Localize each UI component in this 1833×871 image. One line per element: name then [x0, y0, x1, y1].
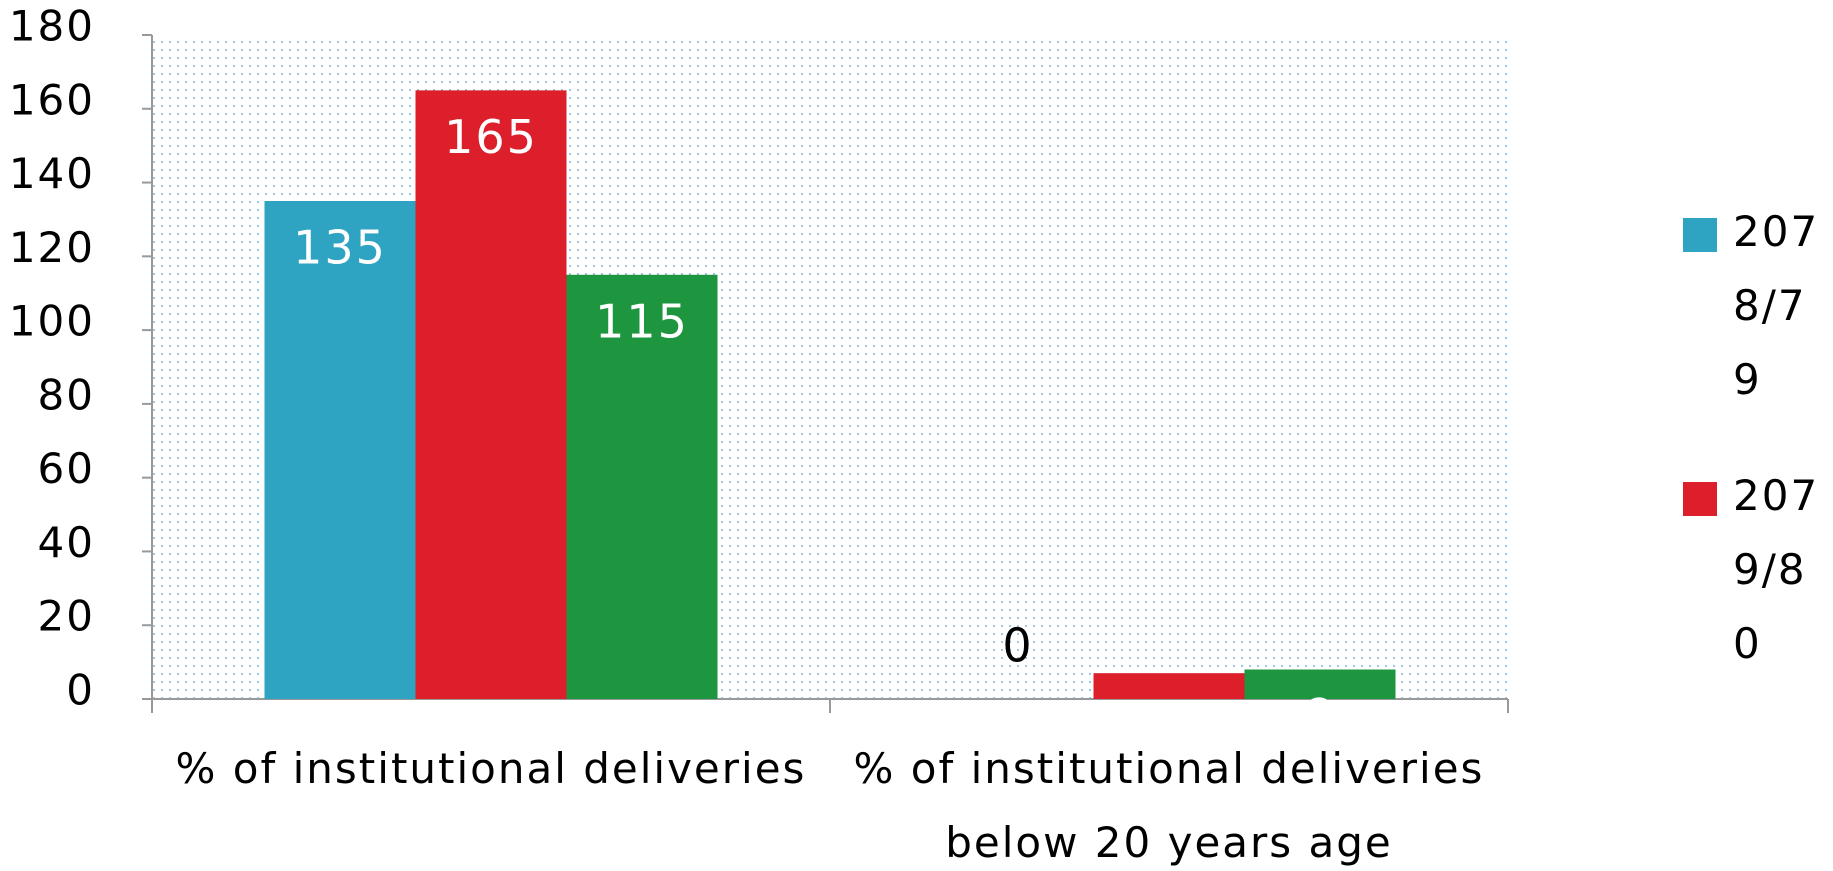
- bar: [1093, 673, 1245, 699]
- legend-label-line: 207: [1733, 207, 1819, 256]
- legend-label-line: 9/8: [1733, 545, 1807, 594]
- data-label: 8: [1304, 689, 1335, 743]
- data-label: 0: [1002, 619, 1033, 673]
- x-tick-label-line: % of institutional deliveries: [854, 744, 1485, 793]
- x-tick-label: % of institutional deliveries: [176, 744, 807, 793]
- data-label: 7: [1153, 693, 1184, 747]
- legend-label-line: 207: [1733, 471, 1819, 520]
- bar: [415, 90, 567, 700]
- y-tick-label: 180: [9, 2, 95, 51]
- legend-label-line: 8/7: [1733, 281, 1807, 330]
- legend-swatch: [1683, 482, 1717, 516]
- data-label: 135: [293, 221, 387, 275]
- y-tick-label: 0: [66, 666, 95, 715]
- bar: [1244, 669, 1396, 699]
- data-label: 115: [595, 294, 689, 348]
- legend-label-line: 9: [1733, 355, 1762, 404]
- y-tick-label: 80: [38, 370, 95, 419]
- bar: [566, 274, 718, 699]
- legend-label: 207 8/7 9: [1733, 207, 1819, 404]
- y-tick-label: 140: [9, 149, 95, 198]
- data-label: 165: [444, 110, 538, 164]
- y-tick-label: 40: [38, 518, 95, 567]
- x-tick-label-line: % of institutional deliveries: [176, 744, 807, 793]
- x-tick-label: % of institutional deliveries below 20 ye…: [854, 744, 1485, 867]
- legend-label: 207 9/8 0: [1733, 471, 1819, 668]
- y-tick-label: 100: [9, 297, 95, 346]
- y-tick-label: 120: [9, 223, 95, 272]
- y-tick-label: 60: [38, 444, 95, 493]
- y-tick-label: 20: [38, 592, 95, 641]
- bar: [264, 201, 416, 699]
- x-tick-label-line: below 20 years age: [945, 818, 1393, 867]
- y-tick-label: 160: [9, 75, 95, 124]
- legend-label-line: 0: [1733, 619, 1762, 668]
- legend-swatch: [1683, 218, 1717, 252]
